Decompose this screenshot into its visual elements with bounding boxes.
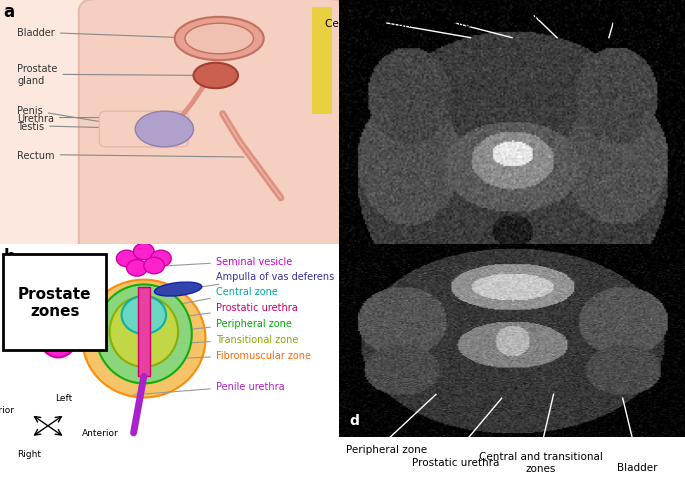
Text: a: a — [3, 2, 14, 21]
Text: b: b — [3, 247, 15, 265]
Text: Fibromuscular zone: Fibromuscular zone — [150, 350, 311, 360]
Ellipse shape — [175, 18, 264, 61]
Ellipse shape — [151, 251, 171, 267]
Text: Prostatic urethra: Prostatic urethra — [145, 302, 297, 322]
Text: Rectum: Rectum — [17, 150, 244, 160]
Ellipse shape — [194, 63, 238, 89]
Text: Central and transitional
zones: Central and transitional zones — [325, 19, 449, 41]
Ellipse shape — [121, 297, 166, 334]
Text: Right: Right — [17, 449, 41, 458]
Text: Prostate
zones: Prostate zones — [18, 286, 92, 319]
Ellipse shape — [82, 280, 206, 397]
Text: Urethra: Urethra — [17, 113, 175, 123]
Ellipse shape — [116, 251, 137, 267]
Ellipse shape — [96, 285, 192, 384]
Ellipse shape — [134, 244, 154, 260]
Ellipse shape — [110, 297, 178, 367]
Text: Verumontanum: Verumontanum — [415, 19, 496, 29]
Ellipse shape — [79, 313, 92, 332]
Text: Left: Left — [55, 394, 72, 402]
Text: Central and transitional
zones: Central and transitional zones — [479, 451, 603, 473]
Bar — [3, 254, 106, 350]
Ellipse shape — [152, 0, 341, 229]
Ellipse shape — [185, 24, 253, 55]
Text: Seminal vesicle: Seminal vesicle — [153, 256, 292, 267]
Text: Penis: Penis — [17, 106, 141, 129]
Text: Transitional zone: Transitional zone — [150, 334, 298, 346]
Text: Penile urethra: Penile urethra — [133, 381, 284, 395]
Text: Prostatic urethra: Prostatic urethra — [412, 457, 499, 467]
Ellipse shape — [135, 112, 194, 147]
Text: Peripheral zone: Peripheral zone — [573, 19, 653, 29]
Text: c: c — [349, 291, 358, 306]
Text: Peripheral zone: Peripheral zone — [150, 318, 292, 334]
Text: Bladder: Bladder — [514, 12, 555, 22]
Text: Bladder: Bladder — [616, 462, 658, 472]
Text: Prostate
gland: Prostate gland — [17, 64, 210, 86]
Ellipse shape — [144, 258, 164, 274]
FancyBboxPatch shape — [99, 112, 188, 147]
Ellipse shape — [34, 287, 82, 358]
Text: Central zone: Central zone — [150, 287, 277, 310]
Bar — [312, 8, 332, 115]
Text: Anterior: Anterior — [82, 429, 119, 437]
FancyBboxPatch shape — [79, 0, 346, 254]
Bar — [138, 287, 150, 376]
Text: Posterior: Posterior — [0, 405, 14, 414]
Text: d: d — [349, 413, 360, 427]
Text: Peripheral zone: Peripheral zone — [347, 444, 427, 454]
Text: Ampulla of vas deferens: Ampulla of vas deferens — [181, 272, 334, 290]
Text: Testis: Testis — [17, 121, 158, 132]
Text: Bladder: Bladder — [17, 28, 203, 39]
Ellipse shape — [127, 260, 147, 276]
Ellipse shape — [154, 283, 202, 297]
